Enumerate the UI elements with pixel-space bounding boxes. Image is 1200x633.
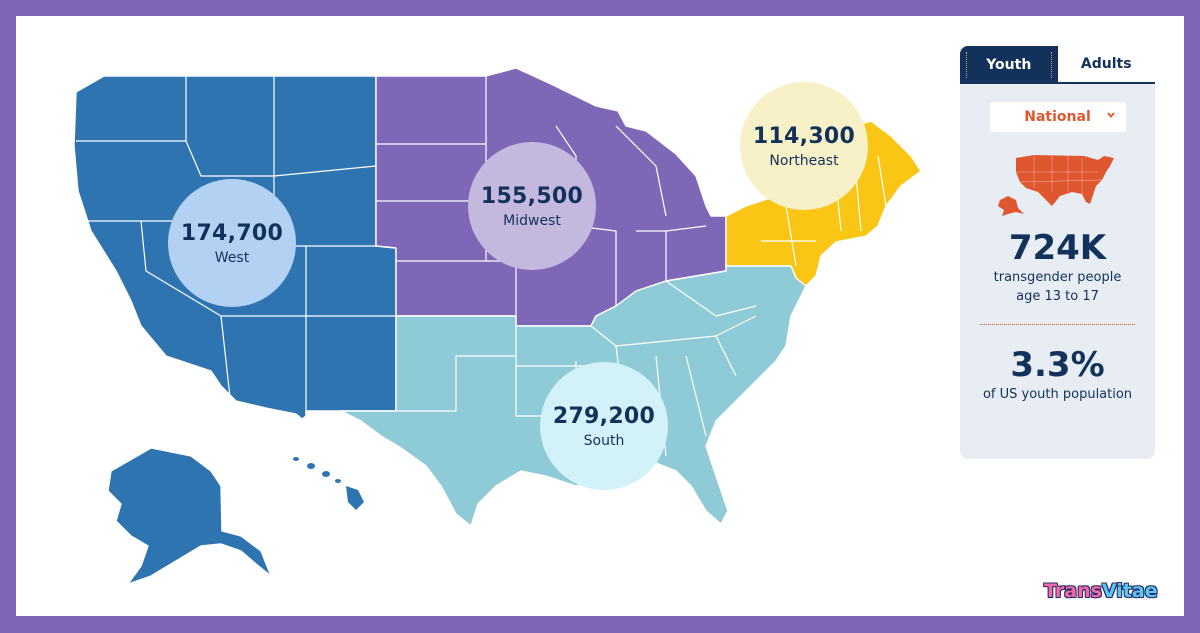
population-tabs: Youth Adults — [960, 46, 1155, 84]
south-value: 279,200 — [552, 403, 656, 429]
south-label: South — [583, 432, 625, 449]
midwest-bubble: 155,500 Midwest — [468, 142, 596, 270]
northeast-bubble: 114,300 Northeast — [740, 82, 868, 210]
scope-select-value: National — [1024, 109, 1091, 125]
youth-percent-caption: of US youth population — [982, 387, 1133, 402]
youth-count-caption-1: transgender people — [993, 270, 1122, 285]
west-value: 174,700 — [180, 220, 284, 246]
youth-percent: 3.3% — [1010, 345, 1105, 385]
panel-divider — [980, 324, 1135, 325]
tab-youth[interactable]: Youth — [960, 46, 1058, 84]
transvitae-logo: TransVitae — [1044, 580, 1158, 602]
stats-panel: Youth Adults National 724K transgender p… — [960, 46, 1155, 459]
midwest-label: Midwest — [503, 212, 561, 229]
us-map-icon — [997, 155, 1114, 216]
map-card: 174,700 West 155,500 Midwest 114,300 Nor… — [16, 16, 1184, 616]
chevron-down-icon — [1106, 112, 1115, 118]
logo-part-vitae: Vitae — [1101, 580, 1158, 602]
northeast-label: Northeast — [769, 152, 839, 169]
hawaii[interactable] — [293, 457, 364, 510]
scope-select[interactable]: National — [989, 102, 1126, 132]
midwest-value: 155,500 — [480, 183, 584, 209]
northeast-value: 114,300 — [752, 123, 856, 149]
tab-adults[interactable]: Adults — [1057, 46, 1155, 84]
alaska[interactable] — [107, 447, 272, 585]
west-bubble: 174,700 West — [168, 179, 296, 307]
youth-count: 724K — [1008, 228, 1107, 268]
west-label: West — [214, 249, 250, 266]
south-bubble: 279,200 South — [540, 362, 668, 490]
youth-count-caption-2: age 13 to 17 — [1016, 289, 1099, 304]
logo-part-trans: Trans — [1044, 580, 1102, 602]
